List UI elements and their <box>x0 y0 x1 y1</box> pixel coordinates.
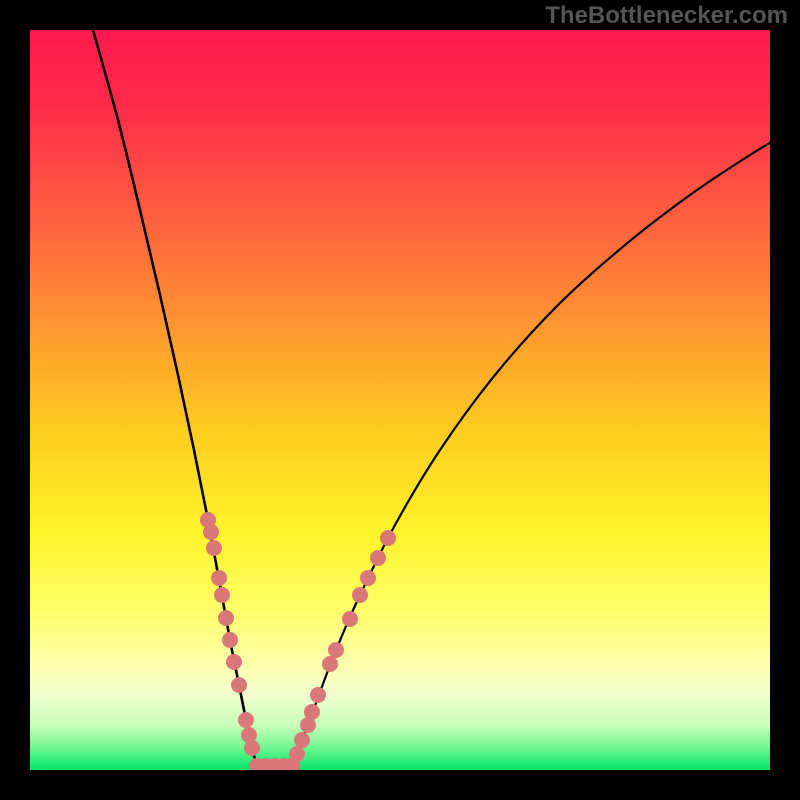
watermark: TheBottlenecker.com <box>545 2 788 30</box>
plot-area <box>30 30 770 770</box>
chart-root: TheBottlenecker.com <box>0 0 800 800</box>
